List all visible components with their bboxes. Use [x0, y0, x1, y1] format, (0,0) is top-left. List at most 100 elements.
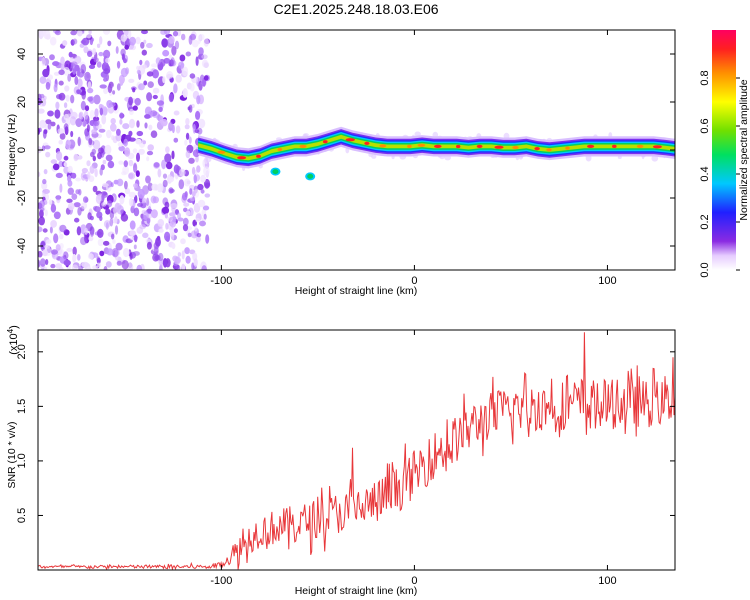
noise-speckle: [67, 175, 72, 183]
noise-speckle: [200, 189, 205, 194]
noise-speckle: [160, 118, 168, 127]
noise-speckle: [183, 207, 188, 213]
noise-speckle: [176, 30, 182, 37]
noise-speckle: [114, 225, 119, 235]
noise-speckle: [105, 208, 111, 215]
noise-speckle: [39, 258, 46, 267]
colorbar-tick-label: 0.8: [699, 70, 711, 85]
noise-speckle: [75, 189, 80, 195]
noise-speckle: [58, 248, 64, 257]
noise-speckle: [66, 113, 72, 120]
noise-speckle: [75, 177, 81, 182]
noise-speckle: [147, 182, 153, 192]
noise-speckle: [99, 36, 103, 45]
noise-speckle: [187, 232, 192, 238]
ridge-hotspot: [407, 144, 412, 148]
noise-speckle: [130, 236, 135, 241]
noise-speckle: [92, 155, 97, 162]
noise-speckle: [155, 57, 161, 65]
noise-speckle: [87, 50, 93, 58]
noise-speckle: [123, 138, 128, 147]
noise-speckle: [156, 183, 164, 193]
noise-speckle: [87, 96, 93, 102]
snr-x-label: Height of straight line (km): [295, 585, 418, 597]
noise-speckle: [133, 163, 138, 173]
noise-speckle: [133, 207, 140, 217]
noise-speckle: [114, 202, 121, 212]
noise-speckle: [63, 66, 70, 76]
noise-speckle: [169, 212, 176, 217]
secondary-blob-core: [307, 173, 314, 179]
noise-speckle: [50, 263, 56, 269]
noise-speckle: [44, 209, 48, 217]
noise-speckle: [42, 68, 50, 78]
noise-speckle: [58, 139, 63, 145]
noise-speckle: [188, 157, 195, 164]
noise-speckle: [188, 35, 193, 45]
x-tick-label: -100: [210, 575, 232, 587]
noise-speckle: [76, 89, 81, 95]
noise-speckle: [122, 123, 130, 130]
noise-speckle: [196, 165, 201, 173]
noise-speckle: [184, 178, 191, 187]
noise-speckle: [59, 233, 64, 240]
noise-speckle: [119, 118, 123, 125]
noise-speckle: [84, 71, 91, 82]
noise-speckle: [56, 151, 63, 161]
noise-speckle: [166, 73, 174, 79]
noise-speckle: [53, 83, 58, 93]
noise-speckle: [171, 45, 177, 56]
noise-speckle: [107, 160, 115, 169]
spectrogram-noise-region: [38, 30, 675, 270]
noise-speckle: [132, 87, 136, 93]
ridge-hotspot: [612, 144, 617, 148]
ridge-halo: [371, 154, 377, 159]
noise-speckle: [93, 119, 100, 127]
chart-title: C2E1.2025.248.18.03.E06: [273, 1, 438, 17]
noise-speckle: [38, 108, 45, 114]
noise-speckle: [71, 193, 78, 200]
noise-speckle: [107, 200, 113, 208]
colorbar-tick-label: 0.6: [699, 118, 711, 133]
noise-speckle: [143, 39, 147, 44]
colorbar-ticks: 0.0 0.2 0.4 0.6 0.8: [699, 70, 740, 278]
noise-speckle: [173, 137, 179, 143]
noise-speckle: [101, 114, 107, 125]
noise-speckle: [136, 65, 141, 71]
noise-speckle: [203, 178, 211, 189]
noise-speckle: [147, 81, 154, 88]
spectrogram-y-label: Frequency (Hz): [6, 114, 18, 186]
noise-speckle: [129, 36, 137, 46]
noise-speckle: [63, 155, 69, 161]
noise-speckle: [192, 252, 198, 261]
noise-speckle: [183, 202, 190, 207]
noise-speckle: [120, 213, 129, 222]
noise-speckle: [174, 40, 180, 50]
noise-speckle: [115, 46, 119, 54]
noise-speckle: [128, 191, 136, 198]
noise-speckle: [142, 140, 146, 145]
noise-speckle: [172, 30, 179, 37]
noise-speckle: [161, 159, 167, 170]
noise-speckle: [91, 148, 97, 155]
ridge-hotspot: [434, 144, 442, 148]
noise-speckle: [162, 173, 168, 179]
noise-speckle: [185, 210, 191, 216]
noise-speckle: [152, 87, 160, 94]
noise-speckle: [57, 128, 65, 135]
noise-speckle: [107, 84, 113, 94]
x-tick-label: 0: [411, 275, 417, 287]
noise-speckle: [135, 170, 140, 178]
noise-speckle: [72, 253, 77, 263]
noise-speckle: [184, 247, 190, 255]
noise-speckle: [45, 33, 51, 40]
noise-speckle: [188, 136, 192, 144]
noise-speckle: [67, 165, 73, 174]
noise-speckle: [196, 236, 201, 243]
noise-speckle: [70, 94, 75, 104]
noise-speckle: [55, 244, 61, 251]
noise-speckle: [75, 118, 83, 128]
noise-speckle: [38, 127, 41, 135]
noise-speckle: [112, 90, 116, 95]
noise-speckle: [83, 110, 89, 120]
